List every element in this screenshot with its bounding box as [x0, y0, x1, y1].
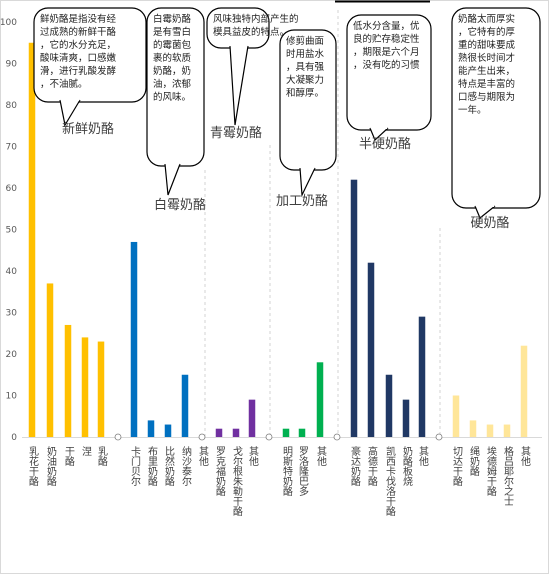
bar — [350, 179, 358, 437]
bar — [64, 324, 72, 437]
callout-box — [346, 14, 432, 131]
bar — [316, 362, 324, 437]
gap-marker — [435, 433, 443, 441]
bar — [282, 428, 290, 437]
bar — [452, 395, 460, 437]
category-label: 绳奶酪 — [468, 445, 480, 477]
group-label: 硬奶酪 — [470, 215, 509, 231]
bar — [469, 420, 477, 437]
bar — [520, 345, 528, 437]
category-label: 罗克福奶酪 — [214, 446, 226, 497]
category-label: 明斯特奶酪 — [281, 446, 293, 497]
gap-marker — [333, 433, 341, 441]
category-label: 布里奶酪 — [146, 446, 158, 487]
callout-text: 修剪曲面时用盐水，具有强大凝聚力和醇厚。 — [286, 35, 325, 99]
category-label: 其他 — [197, 446, 209, 467]
group-label: 半硬奶酪 — [359, 136, 411, 152]
category-label: 卡门贝尔 — [129, 445, 141, 486]
group-label: 加工奶酪 — [276, 193, 328, 209]
group-label: 青霉奶酪 — [210, 125, 262, 141]
category-label: 乳花干酪 — [27, 445, 39, 487]
category-label: 格吕耶尔之士 — [502, 445, 514, 506]
bar — [164, 424, 172, 437]
y-tick-label: 80 — [6, 101, 18, 111]
category-label: 干酪 — [63, 446, 75, 467]
category-label: 凯西卡伐洛干酪 — [384, 445, 396, 517]
callout-tail — [59, 99, 81, 127]
bar — [486, 424, 494, 437]
bar — [97, 341, 105, 437]
y-tick-label: 40 — [6, 267, 18, 277]
category-label: 比然奶酪 — [163, 446, 175, 487]
bar — [215, 428, 223, 437]
bar — [248, 399, 256, 437]
bar — [503, 424, 511, 437]
bar — [418, 316, 426, 437]
y-tick-label: 90 — [6, 60, 18, 70]
callout-tail — [299, 167, 316, 198]
category-label: 切达干酪 — [451, 446, 463, 487]
bar — [298, 428, 306, 437]
gap-marker — [198, 433, 206, 441]
category-label: 纳沙泰尔 — [180, 445, 192, 486]
category-label: 其他 — [417, 446, 429, 467]
callout-tail — [369, 127, 389, 142]
category-label: 豪达奶酪 — [349, 445, 361, 487]
gap-marker — [265, 433, 273, 441]
category-label: 奶油奶酪 — [45, 446, 57, 487]
y-tick-label: 50 — [6, 226, 18, 236]
y-tick-label: 70 — [6, 143, 18, 153]
gap-marker — [114, 433, 122, 441]
category-label: 罗洛隆巴多 — [297, 446, 309, 497]
group-label: 白霉奶酪 — [154, 197, 206, 213]
category-label: 其他 — [315, 446, 327, 467]
y-tick-label: 30 — [6, 309, 18, 319]
callout-tail — [474, 205, 496, 219]
callout-text: 风味独特内部产生的模具益皮的特点。 — [213, 13, 299, 38]
category-label: 埃德姆干酪 — [485, 445, 497, 497]
callout-box — [33, 7, 147, 103]
category-label: 戈尔根朱勒干酪 — [231, 445, 243, 517]
y-tick-label: 20 — [6, 350, 18, 360]
bar — [385, 374, 393, 437]
callout-text: 奶酪太而厚实，它特有的厚重的甜味要成熟很长时间才能产生出来，特点是丰富的口感与期… — [458, 13, 516, 116]
category-label: 其他 — [519, 446, 531, 467]
group-label: 新鲜奶酪 — [62, 121, 114, 137]
y-tick-label: 10 — [6, 392, 18, 402]
category-label: 涅 — [80, 445, 92, 456]
bar — [46, 283, 54, 437]
callout-text: 低水分含量，优良的贮存稳定性，期限是六个月，没有吃的习惯 — [353, 20, 420, 71]
category-label: 高德干酪 — [366, 445, 378, 487]
callout-text: 白霉奶酪是有雪白的霉菌包裹的软质奶酪，奶油，浓郁的风味。 — [153, 13, 192, 103]
bar — [81, 337, 89, 437]
bar — [181, 374, 189, 437]
y-tick-label: 0 — [11, 433, 17, 443]
bar — [367, 262, 375, 437]
category-label: 乳酪 — [96, 445, 108, 467]
category-label: 其他 — [247, 446, 259, 467]
bar — [147, 420, 155, 437]
bar — [232, 428, 240, 437]
bar — [402, 399, 410, 437]
callout-text: 鲜奶酪是指没有经过成熟的新鲜干酪，它的水分充足，酸味清爽，口感嫩滑，进行乳酸发酵… — [40, 13, 117, 90]
bar — [130, 241, 138, 437]
y-tick-label: 60 — [6, 184, 18, 194]
callout-tail — [164, 163, 181, 196]
category-label: 奶酪板烧 — [401, 446, 413, 487]
callout-box — [451, 7, 541, 209]
callout-tail — [229, 45, 249, 126]
bar — [28, 42, 36, 437]
y-tick-label: 100 — [0, 18, 17, 28]
